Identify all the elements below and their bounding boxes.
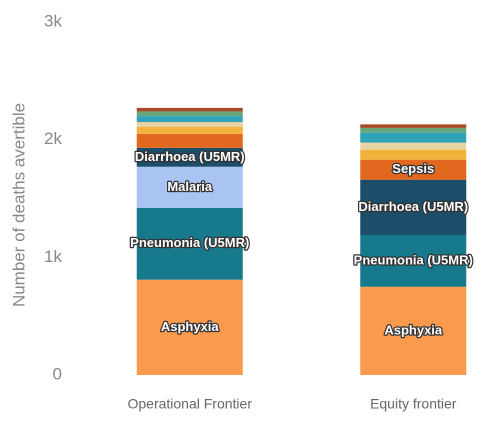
bar-segment [136, 116, 243, 123]
segment-label: Malaria [167, 179, 213, 194]
bar-segment [136, 133, 243, 148]
bar-segment [360, 179, 467, 235]
segment-label: Sepsis [392, 161, 434, 176]
segment-label: Asphyxia [161, 319, 220, 334]
y-tick-label: 0 [53, 364, 62, 383]
x-tick-label: Equity frontier [370, 396, 457, 412]
bar-segment [136, 147, 243, 167]
bar-segment [136, 111, 243, 117]
segment-label: Diarrhoea (U5MR) [358, 199, 468, 214]
bar-segment [360, 159, 467, 180]
segment-label: Pneumonia (U5MR) [354, 252, 473, 267]
segment-label: Diarrhoea (U5MR) [135, 149, 245, 164]
y-tick-label: 2k [44, 129, 62, 148]
y-tick-label: 3k [44, 11, 62, 30]
bar-segment [136, 126, 243, 134]
bar-segment [360, 286, 467, 375]
segment-label: Asphyxia [384, 322, 443, 337]
bar-segment [136, 122, 243, 127]
bar-segment [360, 234, 467, 287]
bar-segment [360, 127, 467, 133]
segment-label: Pneumonia (U5MR) [130, 235, 249, 250]
bar-segment [360, 124, 467, 128]
bar-segment [360, 142, 467, 150]
bar-segment [136, 207, 243, 280]
y-axis-label: Number of deaths avertible [9, 103, 28, 307]
bar-segment [136, 279, 243, 375]
x-tick-label: Operational Frontier [127, 396, 252, 412]
bar-segment [136, 166, 243, 208]
bar-segment [136, 107, 243, 112]
bar-segment [360, 149, 467, 160]
y-tick-label: 1k [44, 247, 62, 266]
bar-segment [360, 132, 467, 143]
